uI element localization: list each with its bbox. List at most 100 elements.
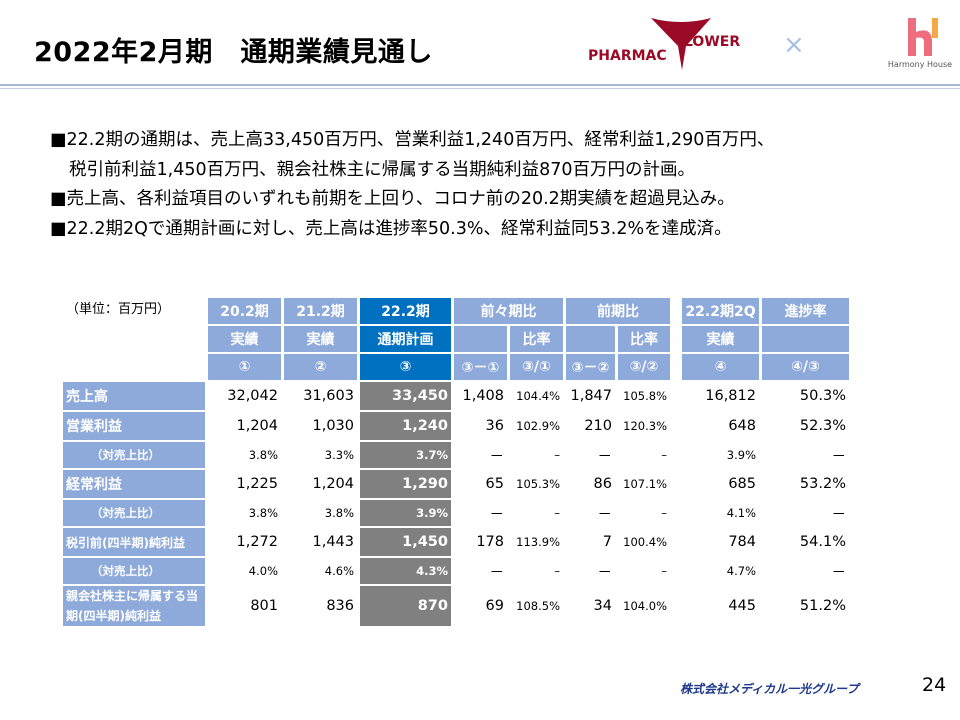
- cell-value: –: [661, 564, 667, 578]
- header-index: ③－②: [566, 354, 615, 380]
- cell-value: 54.1%: [799, 534, 846, 550]
- cell-value: 107.1%: [623, 477, 667, 491]
- cell-value: –: [554, 448, 560, 462]
- gap: [673, 442, 679, 468]
- cell-value: 113.9%: [516, 535, 560, 549]
- cell-value: －: [597, 506, 613, 523]
- header-ratio: 比率: [618, 326, 670, 352]
- cell-value: 7: [602, 534, 612, 550]
- cell-value: 100.4%: [623, 535, 667, 549]
- cell-value: 445: [728, 598, 756, 614]
- header-actual: 実績: [208, 326, 281, 352]
- table-row: 税引前(四半期)純利益 1,272 1,443 1,450 178 113.9% 7 100.…: [63, 528, 849, 556]
- cell-value: 120.3%: [623, 419, 667, 433]
- collab-times: ×: [783, 30, 805, 60]
- cell-value: 3.9%: [360, 500, 451, 526]
- cell-value: 784: [728, 534, 756, 550]
- bullet-2: ■売上高、各利益項目のいずれも前期を上回り、コロナ前の20.2期実績を超過見込み…: [50, 189, 735, 209]
- table-row: （対売上比） 3.8% 3.3% 3.7% － – － – 3.9% －: [63, 442, 849, 468]
- company-logo: 株式会社メディカル一光グループ: [680, 682, 859, 696]
- cell-value: 1,272: [236, 534, 278, 550]
- cell-value: －: [831, 564, 847, 581]
- cell-value: –: [554, 506, 560, 520]
- table-row: 売上高 32,042 31,603 33,450 1,408 104.4% 1,847 105…: [63, 382, 849, 410]
- row-label: 親会社株主に帰属する当期(四半期)純利益: [63, 586, 205, 626]
- header-index: ②: [284, 354, 357, 380]
- table-row: 親会社株主に帰属する当期(四半期)純利益 801 836 870 69 108.5% 34 1…: [63, 586, 849, 626]
- header-vs-two-years: 前々期比: [454, 298, 563, 324]
- cell-value: 32,042: [227, 388, 278, 404]
- header-actual: 実績: [284, 326, 357, 352]
- summary-bullets: ■22.2期の通期は、売上高33,450百万円、営業利益1,240百万円、経常利…: [50, 126, 774, 244]
- page-title: 2022年2月期 通期業績見通し: [34, 37, 433, 68]
- harmony-house-logo: Harmony House: [880, 16, 960, 72]
- bullet-1: ■22.2期の通期は、売上高33,450百万円、営業利益1,240百万円、経常利…: [50, 130, 775, 150]
- row-label: 経常利益: [63, 470, 205, 498]
- cell-value: 4.1%: [726, 506, 756, 520]
- cell-value: 53.2%: [799, 476, 846, 492]
- cell-value: 36: [485, 418, 504, 434]
- header-22-2: 22.2期: [360, 298, 451, 324]
- header-vs-prev: 前期比: [566, 298, 670, 324]
- blank: [454, 326, 507, 352]
- row-label: （対売上比）: [63, 500, 205, 526]
- cell-value: 801: [250, 598, 278, 614]
- cell-value: 1,290: [360, 470, 451, 498]
- cell-value: 1,204: [312, 476, 354, 492]
- header-plan: 通期計画: [360, 326, 451, 352]
- header-divider: [0, 84, 960, 86]
- forecast-table: （単位：百万円） 20.2期 21.2期 22.2期 前々期比 前期比 22.2期2Q 進捗率…: [60, 296, 852, 628]
- gap: [673, 528, 679, 556]
- cell-value: 1,443: [312, 534, 354, 550]
- cell-value: 31,603: [303, 388, 354, 404]
- cell-value: 3.8%: [248, 506, 278, 520]
- cell-value: －: [831, 506, 847, 523]
- row-label: 税引前(四半期)純利益: [63, 528, 205, 556]
- cell-value: 1,847: [570, 388, 612, 404]
- header-21-2: 21.2期: [284, 298, 357, 324]
- header-ratio: 比率: [510, 326, 563, 352]
- blank: [63, 354, 205, 380]
- gap: [673, 412, 679, 440]
- gap: [673, 354, 679, 380]
- gap: [673, 326, 679, 352]
- table-row: 経常利益 1,225 1,204 1,290 65 105.3% 86 107.1% 685 53…: [63, 470, 849, 498]
- bullet-3: ■22.2期2Qで通期計画に対し、売上高は進捗率50.3%、経常利益同53.2%…: [50, 218, 732, 239]
- header-divider-thin: [0, 88, 960, 89]
- gap: [673, 500, 679, 526]
- gap: [673, 470, 679, 498]
- cell-value: –: [661, 448, 667, 462]
- cell-value: －: [597, 564, 613, 581]
- cell-value: 870: [360, 586, 451, 626]
- cell-value: 3.3%: [324, 448, 354, 462]
- header-20-2: 20.2期: [208, 298, 281, 324]
- gap: [673, 586, 679, 626]
- cell-value: 3.8%: [248, 448, 278, 462]
- cell-value: 34: [593, 598, 612, 614]
- cell-value: －: [489, 506, 505, 523]
- cell-value: 4.3%: [360, 558, 451, 584]
- blank: [566, 326, 615, 352]
- gap: [673, 298, 679, 324]
- page-number: 24: [922, 674, 947, 696]
- header-index: ④: [682, 354, 759, 380]
- cell-value: 105.3%: [516, 477, 560, 491]
- cell-value: 210: [584, 418, 612, 434]
- table-row: （対売上比） 3.8% 3.8% 3.9% － – － – 4.1% －: [63, 500, 849, 526]
- header-22-2-2q: 22.2期2Q: [682, 298, 759, 324]
- blank: [762, 326, 849, 352]
- row-label: （対売上比）: [63, 442, 205, 468]
- h-letter-icon: [908, 18, 938, 56]
- row-label: 営業利益: [63, 412, 205, 440]
- cell-value: 685: [728, 476, 756, 492]
- bullet-1-cont: 税引前利益1,450百万円、親会社株主に帰属する当期純利益870百万円の計画。: [69, 159, 695, 180]
- blank: [63, 326, 205, 352]
- cell-value: 4.7%: [726, 564, 756, 578]
- cell-value: 105.8%: [623, 389, 667, 403]
- cell-value: –: [661, 506, 667, 520]
- table-row: 営業利益 1,204 1,030 1,240 36 102.9% 210 120.3% 648 5…: [63, 412, 849, 440]
- cell-value: 52.3%: [799, 418, 846, 434]
- cell-value: 1,204: [236, 418, 278, 434]
- header-actual: 実績: [682, 326, 759, 352]
- header-index: ③/②: [618, 354, 670, 380]
